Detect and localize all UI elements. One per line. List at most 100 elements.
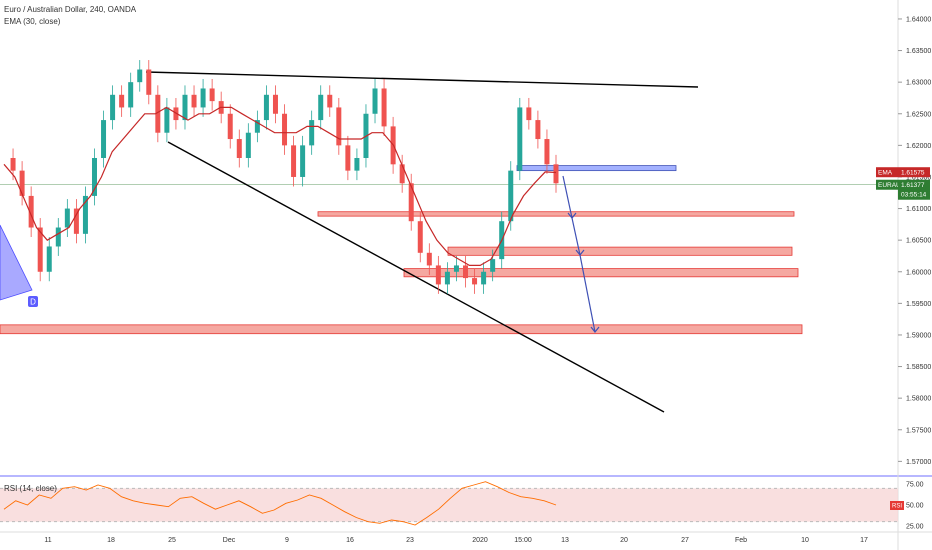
ema-line	[3, 106, 557, 266]
candle-body	[263, 94, 269, 121]
candle-body	[119, 94, 125, 108]
support-zone	[447, 246, 793, 256]
y-tick-label: 1.63000	[906, 80, 931, 87]
candle-body	[37, 227, 43, 272]
rsi-badge	[890, 501, 904, 510]
arrow-head	[575, 249, 585, 256]
candle-body	[481, 271, 487, 285]
y-tick-label: 1.58500	[906, 364, 931, 371]
y-tick-label: 1.57000	[906, 459, 931, 466]
candle-body	[282, 113, 288, 146]
y-tick-label: 1.60500	[906, 238, 931, 245]
candle-body	[309, 120, 315, 146]
candle-body	[354, 158, 360, 171]
ema-badge-label: EMA	[878, 170, 893, 177]
y-tick-label: 1.62500	[906, 111, 931, 118]
support-zone	[403, 268, 799, 278]
arrow-head	[567, 212, 577, 219]
x-tick-label: 10	[801, 537, 809, 544]
candle-body	[73, 208, 79, 234]
candle-body	[435, 265, 441, 285]
candle-body	[553, 164, 559, 184]
candle-body	[417, 221, 423, 253]
countdown-label: 03:55:14	[901, 192, 927, 199]
symbol-badge-label: EURAUD	[878, 182, 906, 189]
candle-body	[444, 271, 450, 285]
y-tick-label: 1.62000	[906, 143, 931, 150]
candle-body	[200, 88, 206, 108]
candle-body	[453, 265, 459, 272]
candle-body	[508, 170, 514, 222]
pattern-point-d-label: D	[30, 298, 36, 307]
candle-body	[236, 139, 242, 158]
upper-trendline	[145, 71, 699, 88]
y-tick-label: 1.59500	[906, 301, 931, 308]
candle-body	[55, 227, 61, 247]
rsi-indicator-label[interactable]: RSI (14, close)	[4, 484, 57, 493]
candle-body	[227, 113, 233, 140]
candle-body	[245, 132, 251, 158]
x-tick-label: 18	[107, 537, 115, 544]
candle-body	[426, 252, 432, 266]
support-zone	[0, 324, 803, 335]
x-tick-label: 11	[44, 537, 51, 544]
y-tick-label: 1.60000	[906, 269, 931, 276]
ema-value-label: 1.61575	[901, 170, 925, 177]
candle-body	[291, 145, 297, 177]
resistance-zone	[516, 165, 677, 172]
candle-body	[490, 259, 496, 272]
x-tick-label: 27	[681, 537, 689, 544]
y-tick-label: 1.63500	[906, 48, 931, 55]
candle-body	[254, 120, 260, 133]
x-tick-label: 17	[860, 537, 868, 544]
x-tick-label: Feb	[735, 537, 747, 544]
y-tick-label: 1.61500	[906, 174, 931, 181]
harmonic-pattern	[0, 224, 33, 301]
candle-body	[345, 145, 351, 171]
candle-body	[209, 88, 215, 102]
candle-body	[463, 265, 469, 279]
x-tick-label: 13	[561, 537, 569, 544]
candle-body	[101, 120, 107, 158]
candle-body	[19, 170, 25, 196]
candle-body	[535, 120, 541, 140]
chart-title: Euro / Australian Dollar, 240, OANDA	[4, 5, 137, 14]
x-tick-label: 9	[285, 537, 289, 544]
y-tick-label: 1.61000	[906, 206, 931, 213]
symbol-badge	[876, 179, 898, 190]
candle-body	[110, 94, 116, 121]
candle-body	[91, 158, 97, 196]
ema-indicator-label[interactable]: EMA (30, close)	[4, 17, 61, 26]
pattern-point-d	[28, 296, 38, 307]
x-tick-label: 23	[406, 537, 414, 544]
candle-body	[10, 158, 16, 171]
price-label: 1.61377	[901, 182, 925, 189]
candle-body	[173, 107, 179, 121]
ema-value-badge	[898, 167, 930, 178]
y-tick-label: 1.64000	[906, 16, 931, 23]
candle-body	[46, 246, 52, 272]
x-tick-label: 20	[620, 537, 628, 544]
candle-body	[155, 94, 161, 133]
rsi-line	[3, 481, 557, 526]
candle-body	[182, 94, 188, 121]
rsi-band	[0, 488, 898, 522]
rsi-tick-label: 75.00	[906, 482, 924, 489]
candle-body	[544, 139, 550, 165]
x-tick-label: 16	[346, 537, 354, 544]
rsi-tick-label: 25.00	[906, 523, 924, 530]
candle-body	[381, 88, 387, 127]
candle-body	[327, 94, 333, 108]
y-tick-label: 1.57500	[906, 427, 931, 434]
y-tick-label: 1.59000	[906, 332, 931, 339]
candle-body	[517, 107, 523, 171]
candle-body	[408, 183, 414, 222]
candle-body	[128, 82, 134, 108]
price-badge	[898, 179, 930, 200]
x-tick-label: 15:00	[514, 537, 532, 544]
candle-body	[146, 69, 152, 95]
lower-trendline	[167, 141, 665, 413]
candle-body	[191, 94, 197, 108]
